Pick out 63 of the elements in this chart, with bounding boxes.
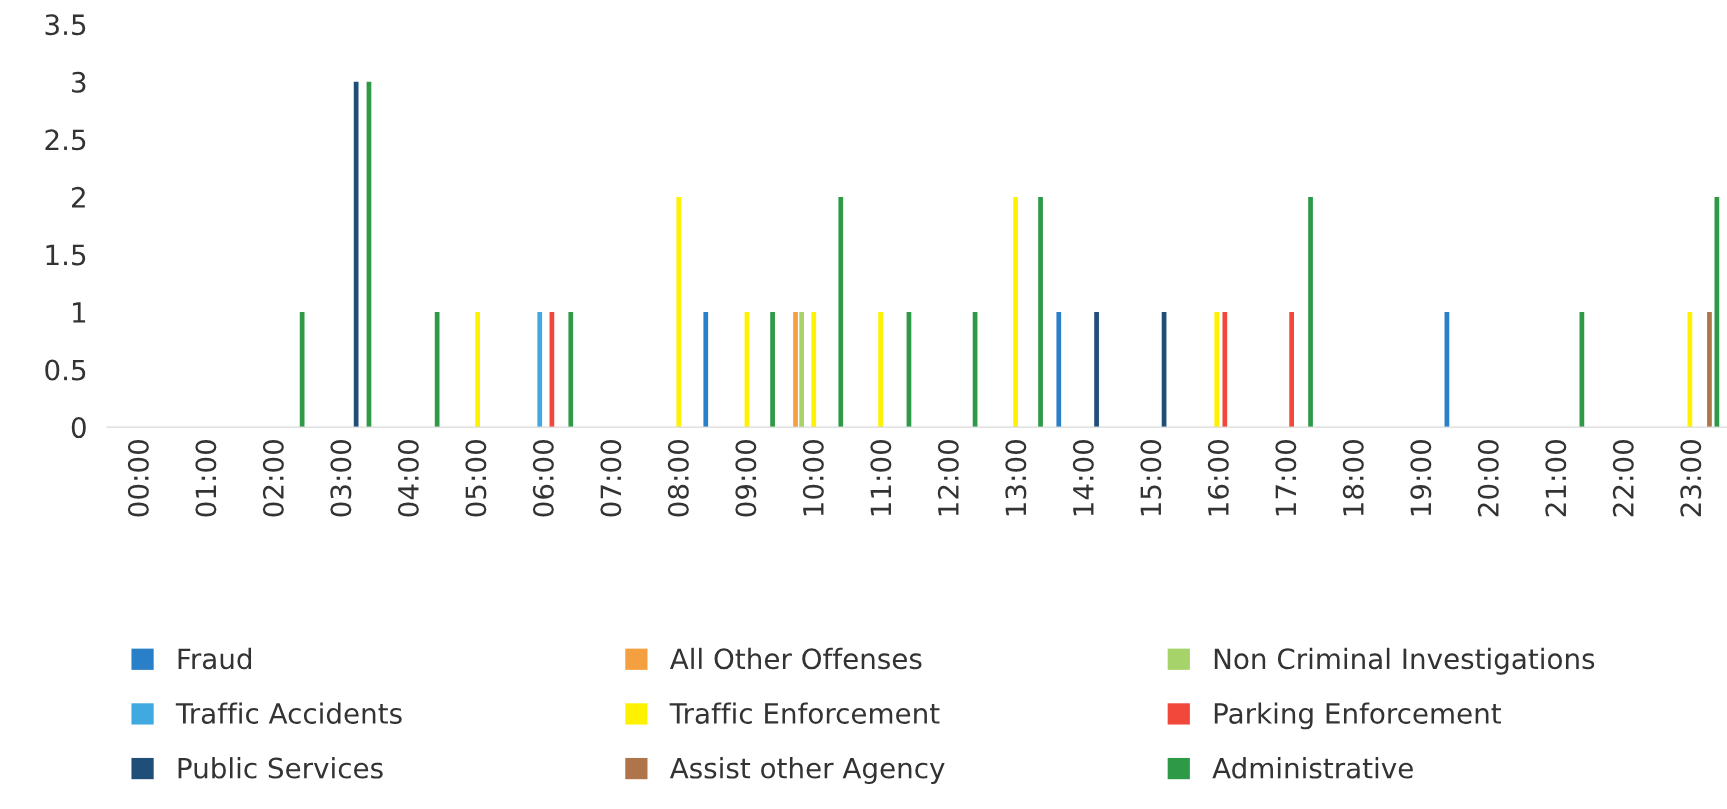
bar: [770, 312, 775, 428]
legend-label: Public Services: [178, 757, 383, 779]
bar: [568, 312, 574, 428]
bar: [1707, 312, 1712, 428]
x-tick-label: 15:00: [1140, 440, 1162, 516]
bar: [811, 312, 817, 428]
x-tick-label: 07:00: [600, 440, 622, 517]
x-tick-label: 03:00: [330, 440, 352, 517]
bar: [353, 81, 359, 428]
y-tick-label: 3.5: [45, 14, 86, 36]
bar: [1094, 312, 1099, 428]
bar: [1289, 312, 1295, 428]
x-tick-label: 00:00: [127, 440, 149, 517]
bar: [799, 312, 804, 428]
legend-label: Parking Enforcement: [1214, 702, 1501, 730]
bar: [838, 196, 844, 428]
x-tick-label: 10:00: [802, 440, 824, 516]
x-tick-label: 01:00: [195, 440, 217, 517]
bar: [676, 196, 682, 428]
bar: [1038, 196, 1043, 428]
bar: [299, 312, 305, 428]
legend-label: Fraud: [178, 647, 252, 670]
bar: [1308, 196, 1313, 428]
x-tick-label: 21:00: [1545, 440, 1567, 517]
bar: [475, 312, 480, 428]
bar: [793, 312, 798, 428]
x-tick-label: 05:00: [465, 440, 487, 517]
x-tick-label: 09:00: [735, 440, 757, 517]
legend-label: Assist other Agency: [669, 757, 945, 784]
legend-label: All Other Offenses: [669, 647, 922, 670]
bar: [1222, 312, 1228, 428]
bar: [1214, 312, 1220, 428]
x-tick-label: 02:00: [262, 440, 284, 517]
x-tick-label: 14:00: [1072, 440, 1094, 516]
x-tick-label: 06:00: [532, 440, 554, 517]
bar: [1056, 312, 1062, 428]
x-tick-label: 23:00: [1680, 440, 1702, 517]
x-tick-label: 20:00: [1477, 440, 1499, 517]
x-tick-label: 08:00: [667, 440, 689, 517]
y-tick-label: 2: [71, 186, 85, 208]
x-tick-label: 22:00: [1612, 440, 1634, 517]
y-tick-label: 0: [71, 417, 86, 439]
legend-label: Administrative: [1212, 757, 1413, 779]
bar: [703, 312, 709, 428]
x-tick-label: 16:00: [1207, 440, 1229, 516]
bar: [878, 312, 883, 428]
y-tick-label: 0.5: [45, 359, 86, 381]
x-tick-label: 17:00: [1275, 440, 1297, 516]
x-tick-label: 04:00: [397, 440, 419, 517]
bar: [537, 312, 543, 428]
x-tick-label: 18:00: [1342, 440, 1364, 516]
x-tick-label: 19:00: [1410, 440, 1432, 516]
x-tick-label: 13:00: [1005, 440, 1027, 516]
legend-label: Traffic Enforcement: [669, 702, 940, 724]
y-tick-label: 1.5: [46, 244, 86, 266]
x-tick-label: 12:00: [937, 440, 959, 516]
y-tick-label: 3: [72, 71, 86, 93]
x-tick-label: 11:00: [870, 440, 892, 516]
legend-label: Traffic Accidents: [175, 702, 402, 724]
y-tick-label: 1: [73, 302, 86, 323]
bar: [1013, 196, 1018, 428]
legend-label: Non Criminal Investigations: [1214, 647, 1595, 675]
y-tick-label: 2.5: [45, 129, 86, 151]
